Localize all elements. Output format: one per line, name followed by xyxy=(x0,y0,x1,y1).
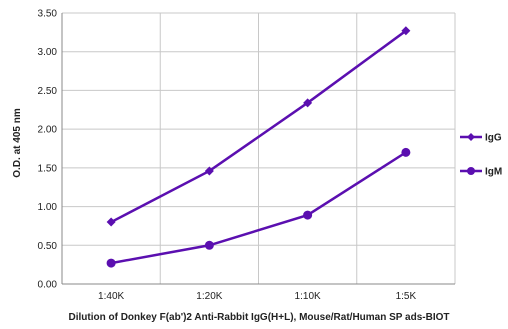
series-igg xyxy=(106,26,411,227)
legend-item-igg: IgG xyxy=(460,133,502,144)
x-tick-label: 1:10K xyxy=(295,291,321,302)
y-tick-label: 3.00 xyxy=(38,47,58,58)
data-point xyxy=(204,166,214,176)
series-lines xyxy=(106,26,411,268)
gridlines xyxy=(61,12,456,285)
y-tick-label: 0.00 xyxy=(38,280,58,291)
y-tick-label: 2.00 xyxy=(38,125,58,136)
y-tick-label: 3.50 xyxy=(38,9,58,20)
y-tick-label: 1.00 xyxy=(38,202,58,213)
data-point xyxy=(303,98,313,108)
y-axis-title: O.D. at 405 nm xyxy=(12,108,23,178)
x-axis-title: Dilution of Donkey F(ab')2 Anti-Rabbit I… xyxy=(69,312,450,323)
legend: IgG IgM xyxy=(460,133,502,178)
y-tick-label: 2.50 xyxy=(38,86,58,97)
x-tick-label: 1:5K xyxy=(396,291,417,302)
legend-marker xyxy=(467,133,475,141)
data-point xyxy=(106,258,116,268)
legend-item-igm: IgM xyxy=(460,167,502,178)
legend-label: IgG xyxy=(485,133,502,144)
series-line xyxy=(110,29,407,224)
x-tick-label: 1:40K xyxy=(98,291,124,302)
legend-label: IgM xyxy=(485,167,502,178)
data-point xyxy=(401,26,411,36)
y-tick-label: 0.50 xyxy=(38,241,58,252)
series-line xyxy=(110,151,407,265)
x-tick-label: 1:20K xyxy=(196,291,222,302)
data-point xyxy=(106,217,116,227)
series-igm xyxy=(106,147,411,268)
axes: 0.00 0.50 1.00 1.50 2.00 2.50 3.00 3.50 1:40K 1:2… xyxy=(38,9,455,302)
y-tick-label: 1.50 xyxy=(38,163,58,174)
data-point xyxy=(204,240,214,250)
data-point xyxy=(303,210,313,220)
data-point xyxy=(401,147,411,157)
legend-marker xyxy=(467,167,475,175)
